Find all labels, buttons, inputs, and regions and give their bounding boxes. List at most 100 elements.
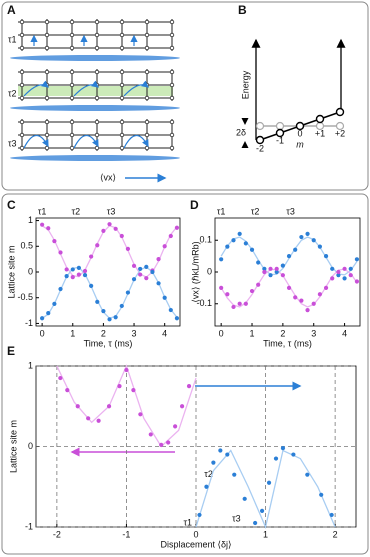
lattice-site [94,69,100,75]
data-point [274,266,279,271]
data-point [117,384,122,389]
data-point [52,301,57,306]
y-tick-label: 0 [28,266,33,276]
data-point [293,295,298,300]
lattice-site [119,132,125,138]
y-tick-label: -1 [25,521,33,531]
band [18,86,173,96]
data-point [58,375,63,381]
lattice-site [94,119,100,125]
data-point [95,299,100,304]
x-tick-label: 2 [333,529,338,539]
lattice-site [19,45,25,51]
x-tick-label: 2 [101,328,106,338]
x-tick-label: 0 [40,328,45,338]
lattice-site [144,145,150,151]
data-point [330,276,335,281]
lattice-site [44,32,50,38]
data-point [119,303,124,309]
lattice-site [169,32,175,38]
lattice-site [69,32,75,38]
data-point [232,472,237,477]
lattice-site [119,45,125,51]
data-point [125,290,131,295]
lattice-site [144,132,150,138]
panel-frame [1,1,369,191]
data-point [231,238,236,243]
x-axis-label: Time, τ (ms) [84,338,133,348]
data-point [329,512,334,518]
data-point [40,316,45,321]
data-point [280,273,285,278]
y-tick-label: -1 [25,318,33,328]
fit-line [41,224,178,278]
data-point [330,266,335,271]
data-point [70,267,75,272]
lattice-site [169,132,175,138]
lattice-site [44,132,50,138]
data-point [268,273,273,278]
data-point [262,266,267,271]
data-point [95,243,100,248]
data-point [101,308,106,314]
axis-label: Energy [240,70,250,99]
data-point [186,384,192,389]
data-point [168,233,173,239]
tau-annotation: τ3 [232,513,241,523]
data-point [311,301,316,306]
lattice-site [119,95,125,101]
hop-arrow [23,134,49,149]
data-point [262,269,267,275]
data-point [354,279,360,284]
data-point [138,272,143,277]
velocity-label: ⟨vx⟩ [100,172,116,182]
data-point [156,257,161,262]
x-tick-label: -2 [53,529,61,539]
lattice-site [69,145,75,151]
data-point [305,231,310,236]
data-point [148,432,153,437]
data-point [52,239,57,244]
data-point [166,440,171,445]
tau-annotation: τ2 [204,469,213,479]
lattice-site [94,32,100,38]
tilted-sites [255,107,345,145]
data-point [58,250,63,255]
y-tick-label: 0 [28,441,33,451]
lattice-site [94,132,100,138]
lattice-site [144,69,150,75]
data-point [242,496,247,501]
lattice-site [19,95,25,101]
site-label: +2 [335,128,345,138]
data-point [336,273,341,278]
data-point [348,266,353,271]
site-label: -2 [256,143,264,153]
data-point [101,228,106,233]
data-point [86,416,91,421]
data-point [225,244,230,249]
fit-line [56,364,197,448]
data-point [266,480,272,485]
lattice-site [44,95,50,101]
tau-annotation: τ1 [183,517,192,527]
data-point [107,317,112,322]
lattice-site [44,145,50,151]
data-point [291,452,296,457]
data-point [342,276,347,281]
x-tick-label: 1 [250,328,255,338]
lattice-site [19,82,25,88]
tau-annotation: τ3 [286,206,295,216]
data-point [64,274,69,279]
lattice-site [169,19,175,25]
data-point [231,304,236,310]
panel-label: A [7,3,16,17]
data-point [89,254,94,259]
data-point [156,281,161,286]
lattice-site [44,119,50,125]
data-point [70,275,75,280]
tau-annotation: τ2 [251,206,260,216]
data-point [82,268,88,274]
data-point [113,226,118,231]
y-tick-label: 1 [28,215,33,225]
data-point [75,404,80,409]
